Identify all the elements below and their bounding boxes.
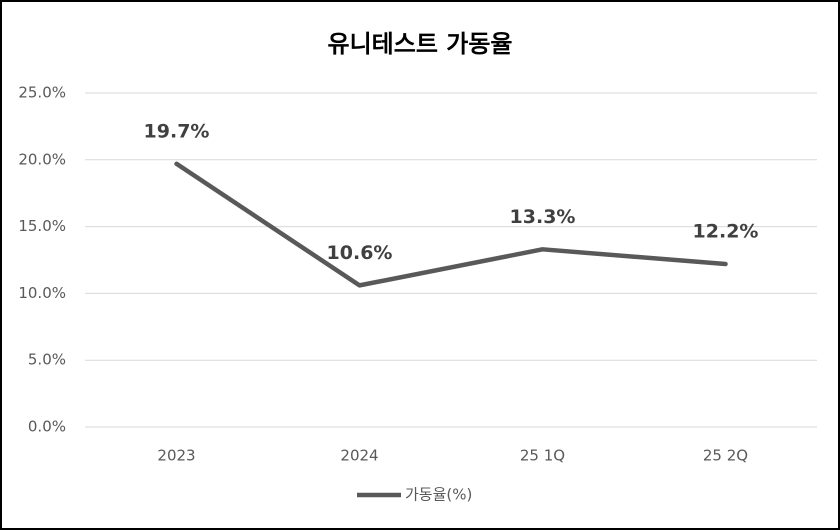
chart-title: 유니테스트 가동율 <box>328 30 513 58</box>
data-label: 12.2% <box>693 221 759 243</box>
series-line <box>174 161 728 288</box>
y-tick-label: 20.0% <box>18 150 66 168</box>
x-tick-label: 2024 <box>340 447 378 465</box>
y-tick-label: 5.0% <box>28 351 66 369</box>
y-tick-label: 15.0% <box>18 217 66 235</box>
data-label: 10.6% <box>327 242 393 264</box>
y-tick-label: 25.0% <box>18 84 66 102</box>
x-tick-label: 25 1Q <box>520 447 565 465</box>
x-tick-label: 25 2Q <box>703 447 748 465</box>
x-tick-label: 2023 <box>157 447 195 465</box>
data-label: 19.7% <box>144 120 210 142</box>
y-tick-label: 0.0% <box>28 418 66 436</box>
legend-label: 가동율(%) <box>405 486 472 504</box>
data-label: 13.3% <box>510 206 576 228</box>
y-tick-label: 10.0% <box>18 284 66 302</box>
